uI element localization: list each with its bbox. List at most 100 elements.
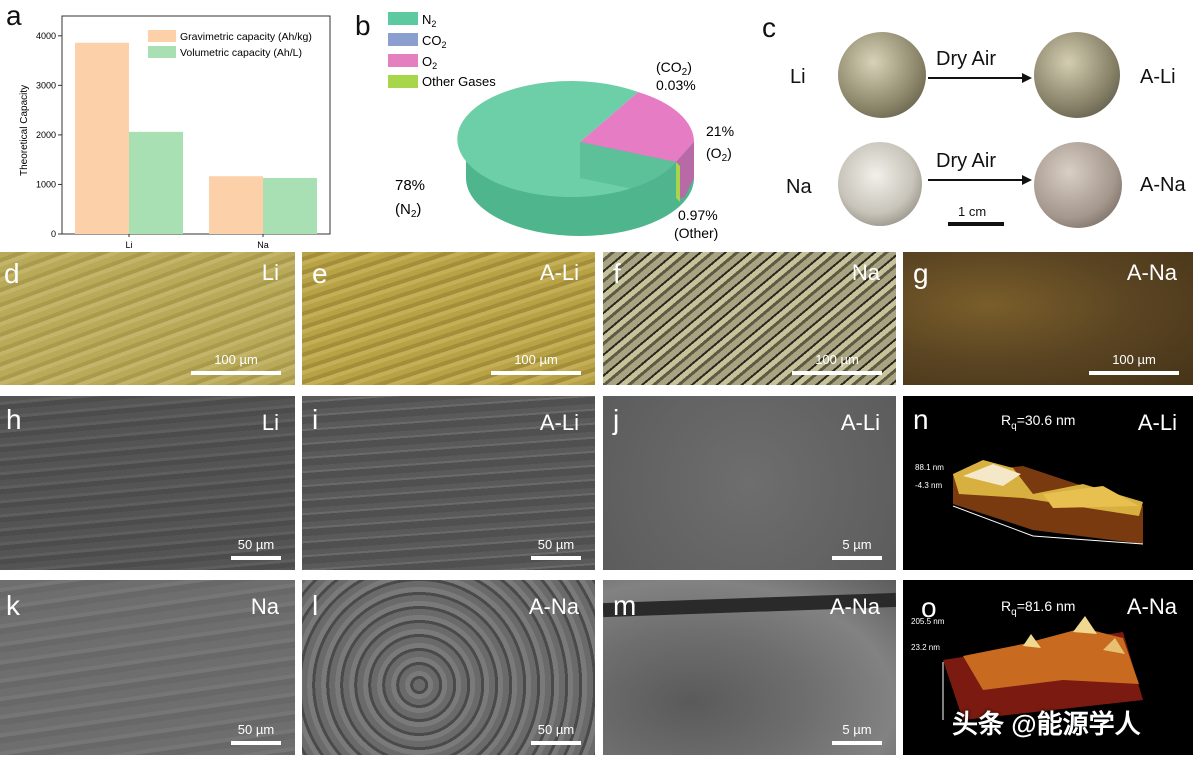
image-d: d Li 100 µm xyxy=(0,252,295,385)
afm-o-zmin: 23.2 nm xyxy=(911,643,940,652)
y-tick-label-4: 4000 xyxy=(36,31,56,41)
panel-label-b: b xyxy=(355,10,371,41)
image-j: j A-Li 5 µm xyxy=(603,396,896,570)
coin-na xyxy=(838,142,922,226)
capacity-bar-chart: Theoretical Capacity 0 1000 2000 3000 4000 L… xyxy=(19,15,331,250)
image-e: e A-Li 100 µm xyxy=(302,252,595,385)
scalebar-g-label: 100 µm xyxy=(1112,352,1156,367)
x-tick-label-na: Na xyxy=(257,240,269,250)
legend-swatch-gravimetric xyxy=(148,30,176,42)
plot-frame xyxy=(61,15,331,235)
y-tick-label-1: 1000 xyxy=(36,179,56,189)
scalebar-i: 50 µm xyxy=(531,537,581,560)
coin-label-a-li: A-Li xyxy=(1140,66,1176,88)
scalebar-g: 100 µm xyxy=(1089,352,1179,375)
panel-label-m: m xyxy=(613,590,637,621)
coin-label-a-na: A-Na xyxy=(1140,174,1186,196)
scalebar-f-label: 100 µm xyxy=(815,352,859,367)
tag-f: Na xyxy=(851,260,880,285)
pie-slice-other xyxy=(676,162,680,202)
scalebar-d: 100 µm xyxy=(191,352,281,375)
label-o2-pct: 21% xyxy=(706,123,734,139)
legend-label-other: Other Gases xyxy=(422,74,496,89)
label-co2-pct: 0.03% xyxy=(656,77,696,93)
label-n2: (N2) xyxy=(395,201,421,220)
pie-side-o2 xyxy=(676,142,694,198)
tag-k: Na xyxy=(250,594,279,619)
image-o: o Rq=81.6 nm A-Na 205.5 nm 23.2 nm xyxy=(903,580,1193,755)
panel-label-f: f xyxy=(613,258,621,289)
scalebar-h: 50 µm xyxy=(231,537,281,560)
scalebar-m: 5 µm xyxy=(832,722,882,745)
panel-label-o: o xyxy=(921,592,937,623)
arrow-top xyxy=(928,73,1032,83)
legend-swatch-o2 xyxy=(388,54,418,67)
afm-surface-n: 88.1 nm -4.3 nm xyxy=(915,460,1144,545)
tag-h: Li xyxy=(261,410,279,435)
image-f: f Na 100 µm xyxy=(603,252,896,385)
legend-swatch-other xyxy=(388,75,418,88)
y-axis-label: Theoretical Capacity xyxy=(19,85,30,176)
x-tick-label-li: Li xyxy=(125,240,132,250)
y-tick-label-0: 0 xyxy=(51,229,56,239)
scalebar-m-label: 5 µm xyxy=(842,722,872,737)
bar-na-1 xyxy=(263,177,317,234)
tag-d: Li xyxy=(261,260,279,285)
rq-label-o: Rq=81.6 nm xyxy=(1001,598,1076,618)
scalebar-k-label: 50 µm xyxy=(237,722,275,737)
bar-li-1 xyxy=(129,131,183,234)
coin-li xyxy=(838,32,926,118)
tag-j: A-Li xyxy=(840,410,880,435)
scalebar-f: 100 µm xyxy=(792,352,882,375)
image-m: m A-Na 5 µm xyxy=(603,580,896,755)
image-i: i A-Li 50 µm xyxy=(302,396,595,570)
panel-label-j: j xyxy=(613,404,620,435)
pie-top-o2 xyxy=(580,92,695,162)
y-tick-label-3: 3000 xyxy=(36,80,56,90)
tag-o: A-Na xyxy=(1126,594,1177,619)
scalebar-l: 50 µm xyxy=(531,722,581,745)
scalebar-d-label: 100 µm xyxy=(214,352,258,367)
legend-label-o2: O2 xyxy=(422,54,437,71)
bar-li-0 xyxy=(75,42,129,234)
scalebar-j: 5 µm xyxy=(832,537,882,560)
coin-a-li xyxy=(1034,32,1120,118)
scalebar-k: 50 µm xyxy=(231,722,281,745)
coin-scale-bar xyxy=(948,222,1004,226)
rq-label-n: Rq=30.6 nm xyxy=(1001,412,1076,432)
image-g: g A-Na 100 µm xyxy=(903,252,1193,385)
arrow-bottom xyxy=(928,175,1032,185)
panel-label-h: h xyxy=(6,404,22,435)
legend-label-co2: CO2 xyxy=(422,33,447,50)
image-h: h Li 50 µm xyxy=(0,396,295,570)
legend-label-gravimetric: Gravimetric capacity (Ah/kg) xyxy=(180,31,312,43)
arrow-label-top: Dry Air xyxy=(936,48,996,70)
scalebar-l-label: 50 µm xyxy=(537,722,575,737)
tag-m: A-Na xyxy=(829,594,880,619)
label-o2: (O2) xyxy=(706,145,732,164)
afm-surface-o: 205.5 nm 23.2 nm xyxy=(911,616,1143,720)
label-other-pct: 0.97% xyxy=(678,207,718,223)
coin-a-na xyxy=(1034,142,1122,228)
panel-label-d: d xyxy=(4,258,20,289)
coin-label-li: Li xyxy=(790,66,806,88)
panel-label-e: e xyxy=(312,258,328,289)
afm-n-zmax: 88.1 nm xyxy=(915,463,944,472)
coin-scale-label: 1 cm xyxy=(958,204,987,219)
arrow-label-bottom: Dry Air xyxy=(936,150,996,172)
tag-n: A-Li xyxy=(1137,410,1177,435)
tag-i: A-Li xyxy=(539,410,579,435)
panel-label-c: c xyxy=(762,12,776,43)
panel-label-n: n xyxy=(913,404,929,435)
label-n2-pct: 78% xyxy=(395,177,425,194)
label-co2: (CO2) xyxy=(656,59,692,78)
legend-label-n2: N2 xyxy=(422,12,436,29)
panel-label-i: i xyxy=(312,404,319,435)
scalebar-h-label: 50 µm xyxy=(237,537,275,552)
afm-n-zmin: -4.3 nm xyxy=(915,481,942,490)
coin-label-na: Na xyxy=(786,176,812,198)
afm-o-zmax: 205.5 nm xyxy=(911,617,945,626)
tag-g: A-Na xyxy=(1126,260,1177,285)
scalebar-e: 100 µm xyxy=(491,352,581,375)
y-tick-label-2: 2000 xyxy=(36,130,56,140)
